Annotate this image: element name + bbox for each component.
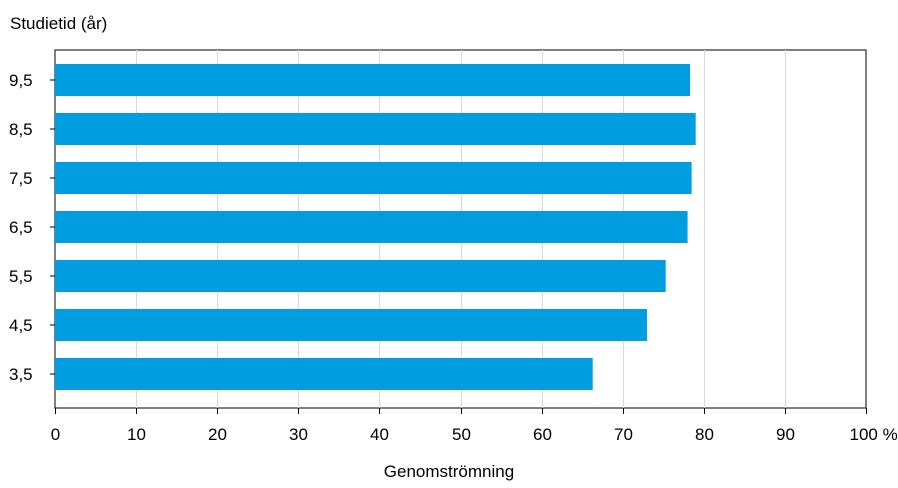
- y-tick-label: 7,5: [9, 169, 33, 188]
- x-tick-label: 90: [776, 425, 795, 444]
- x-tick-label: 30: [289, 425, 308, 444]
- x-tick-label: 50: [452, 425, 471, 444]
- x-tick-label: 40: [370, 425, 389, 444]
- bar: [55, 309, 648, 341]
- bar: [55, 211, 688, 243]
- x-axis-title: Genomströmning: [383, 462, 515, 481]
- y-tick-label: 9,5: [9, 71, 33, 90]
- y-axis-title: Studietid (år): [10, 14, 108, 33]
- x-tick-label: 10: [127, 425, 146, 444]
- bar: [55, 162, 692, 194]
- x-tick-label: 20: [208, 425, 227, 444]
- y-tick-label: 4,5: [9, 316, 33, 335]
- x-tick-label: 60: [533, 425, 552, 444]
- y-tick-label: 6,5: [9, 218, 33, 237]
- y-tick-label: 3,5: [9, 365, 33, 384]
- x-tick-label: 70: [614, 425, 633, 444]
- y-tick-label: 8,5: [9, 120, 33, 139]
- x-tick-label: 100 %: [850, 425, 898, 444]
- bar: [55, 113, 696, 145]
- bar: [55, 358, 593, 390]
- y-tick-label: 5,5: [9, 267, 33, 286]
- x-tick-label: 0: [51, 425, 60, 444]
- bar: [55, 64, 691, 96]
- x-tick-label: 80: [695, 425, 714, 444]
- bar: [55, 260, 666, 292]
